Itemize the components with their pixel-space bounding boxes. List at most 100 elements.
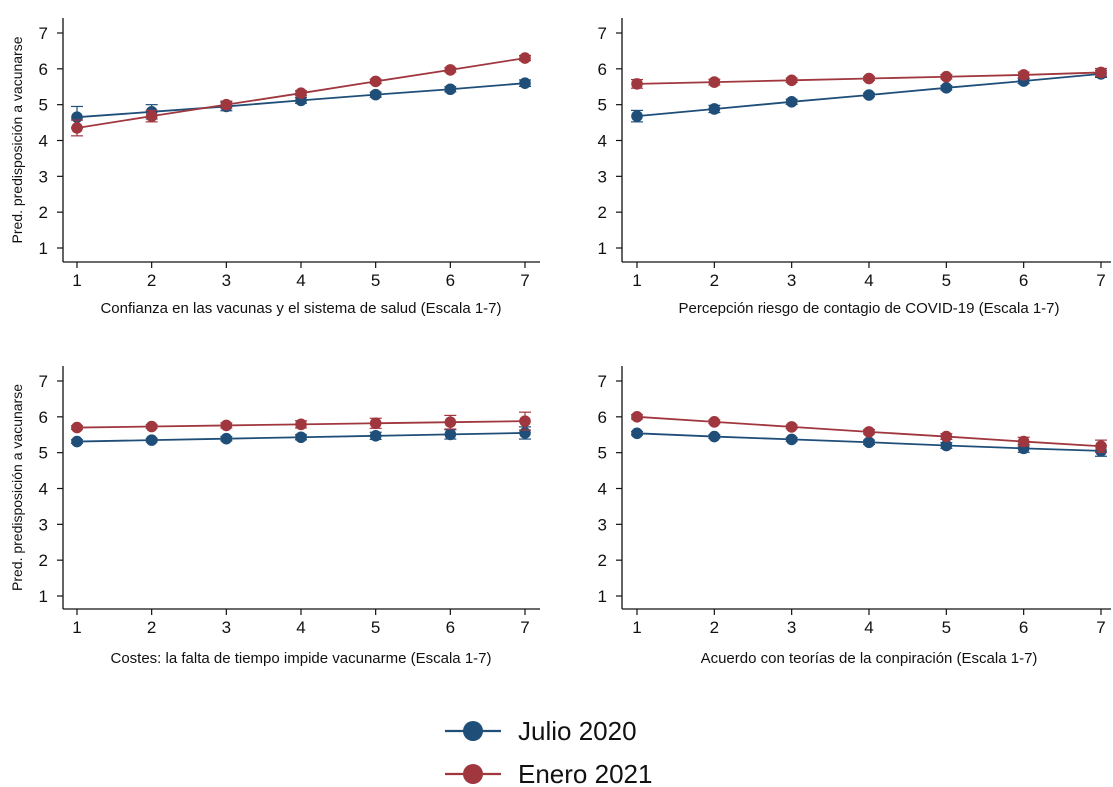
data-point — [369, 75, 382, 88]
x-tick-label: 5 — [371, 271, 380, 290]
x-tick-label: 1 — [72, 618, 81, 637]
data-point — [863, 436, 875, 449]
series-enero-2021 — [71, 411, 531, 434]
data-point — [71, 421, 83, 434]
data-point — [631, 411, 643, 423]
y-tick-label: 2 — [39, 203, 48, 222]
series-julio-2020 — [71, 77, 531, 129]
series-enero-2021 — [631, 66, 1107, 90]
y-tick-label: 2 — [39, 551, 48, 570]
y-tick-label: 1 — [598, 587, 607, 606]
x-tick-label: 3 — [787, 271, 796, 290]
x-tick-label: 5 — [371, 618, 380, 637]
data-point — [220, 432, 233, 445]
data-point — [295, 431, 307, 444]
x-tick-label: 3 — [787, 618, 796, 637]
data-point — [785, 74, 798, 87]
data-point — [631, 78, 643, 90]
series-enero-2021 — [71, 52, 531, 137]
y-tick-label: 2 — [598, 551, 607, 570]
y-tick-label: 7 — [598, 372, 607, 391]
data-point — [785, 433, 798, 446]
data-point — [71, 122, 83, 134]
legend: Julio 2020 Enero 2021 — [445, 716, 652, 787]
data-point — [295, 418, 307, 431]
data-point — [145, 434, 158, 446]
y-tick-label: 5 — [39, 444, 48, 463]
panel-2: 1 2 3 4 5 6 7 1 2 3 4 5 6 7 Percepción riesgo de conta… — [598, 18, 1111, 317]
x-tick-label: 1 — [632, 271, 641, 290]
legend-item: Enero 2021 — [445, 759, 652, 787]
data-point — [631, 110, 643, 122]
data-point — [71, 435, 83, 448]
data-point — [519, 52, 531, 64]
x-tick-label: 2 — [147, 271, 156, 290]
x-tick-label: 6 — [446, 618, 455, 637]
data-point — [940, 82, 953, 94]
x-tick-label: 4 — [296, 618, 305, 637]
legend-marker — [463, 721, 483, 741]
y-tick-label: 1 — [39, 239, 48, 258]
data-point — [444, 83, 457, 96]
x-tick-label: 6 — [1019, 618, 1028, 637]
y-tick-label: 4 — [39, 132, 48, 151]
series-enero-2021 — [631, 411, 1107, 453]
data-point — [940, 439, 953, 452]
data-point — [519, 77, 531, 89]
data-point — [444, 64, 457, 76]
legend-label: Enero 2021 — [518, 759, 652, 787]
x-tick-label: 6 — [446, 271, 455, 290]
x-tick-label: 5 — [942, 618, 951, 637]
data-point — [1017, 69, 1030, 81]
data-point — [863, 89, 875, 101]
data-point — [1095, 66, 1107, 79]
legend-item: Julio 2020 — [445, 716, 637, 746]
x-tick-label: 2 — [710, 271, 719, 290]
data-point — [708, 76, 721, 88]
data-point — [631, 427, 643, 440]
y-tick-label: 3 — [598, 515, 607, 534]
data-point — [444, 428, 457, 441]
x-tick-label: 5 — [942, 271, 951, 290]
x-tick-label: 7 — [520, 271, 529, 290]
y-tick-label: 4 — [598, 132, 607, 151]
x-tick-label: 7 — [1096, 271, 1105, 290]
y-tick-label: 5 — [598, 444, 607, 463]
panel-1: 1 2 3 4 5 6 7 1 2 3 4 5 6 7 Confianza en las vacunas y… — [9, 18, 540, 317]
y-tick-label: 6 — [39, 408, 48, 427]
legend-label: Julio 2020 — [518, 716, 637, 746]
y-tick-label: 3 — [39, 515, 48, 534]
y-tick-label: 6 — [598, 60, 607, 79]
data-point — [940, 430, 953, 443]
data-point — [1017, 435, 1030, 448]
x-axis-label: Confianza en las vacunas y el sistema de… — [100, 300, 501, 317]
data-point — [145, 110, 158, 122]
x-axis-label: Percepción riesgo de contagio de COVID-1… — [678, 300, 1059, 317]
y-tick-label: 4 — [598, 480, 607, 499]
data-point — [220, 98, 233, 111]
data-point — [145, 420, 158, 433]
data-point — [708, 103, 721, 115]
x-tick-label: 4 — [864, 618, 873, 637]
x-tick-label: 1 — [632, 618, 641, 637]
y-axis-label: Pred. predisposición a vacunarse — [9, 384, 25, 591]
x-axis-label: Acuerdo con teorías de la conpiración (E… — [701, 650, 1038, 667]
x-tick-label: 2 — [147, 618, 156, 637]
data-point — [785, 421, 798, 433]
x-tick-label: 4 — [864, 271, 873, 290]
x-tick-label: 7 — [1096, 618, 1105, 637]
data-point — [708, 416, 721, 428]
x-tick-label: 1 — [72, 271, 81, 290]
y-tick-label: 5 — [598, 96, 607, 115]
legend-marker — [463, 764, 483, 784]
data-point — [519, 415, 531, 427]
data-point — [708, 430, 721, 443]
x-tick-label: 3 — [222, 618, 231, 637]
series-julio-2020 — [71, 426, 531, 448]
x-tick-label: 7 — [520, 618, 529, 637]
data-point — [863, 426, 875, 438]
y-tick-label: 1 — [39, 587, 48, 606]
x-tick-label: 6 — [1019, 271, 1028, 290]
y-tick-label: 3 — [39, 167, 48, 186]
data-point — [785, 96, 798, 108]
